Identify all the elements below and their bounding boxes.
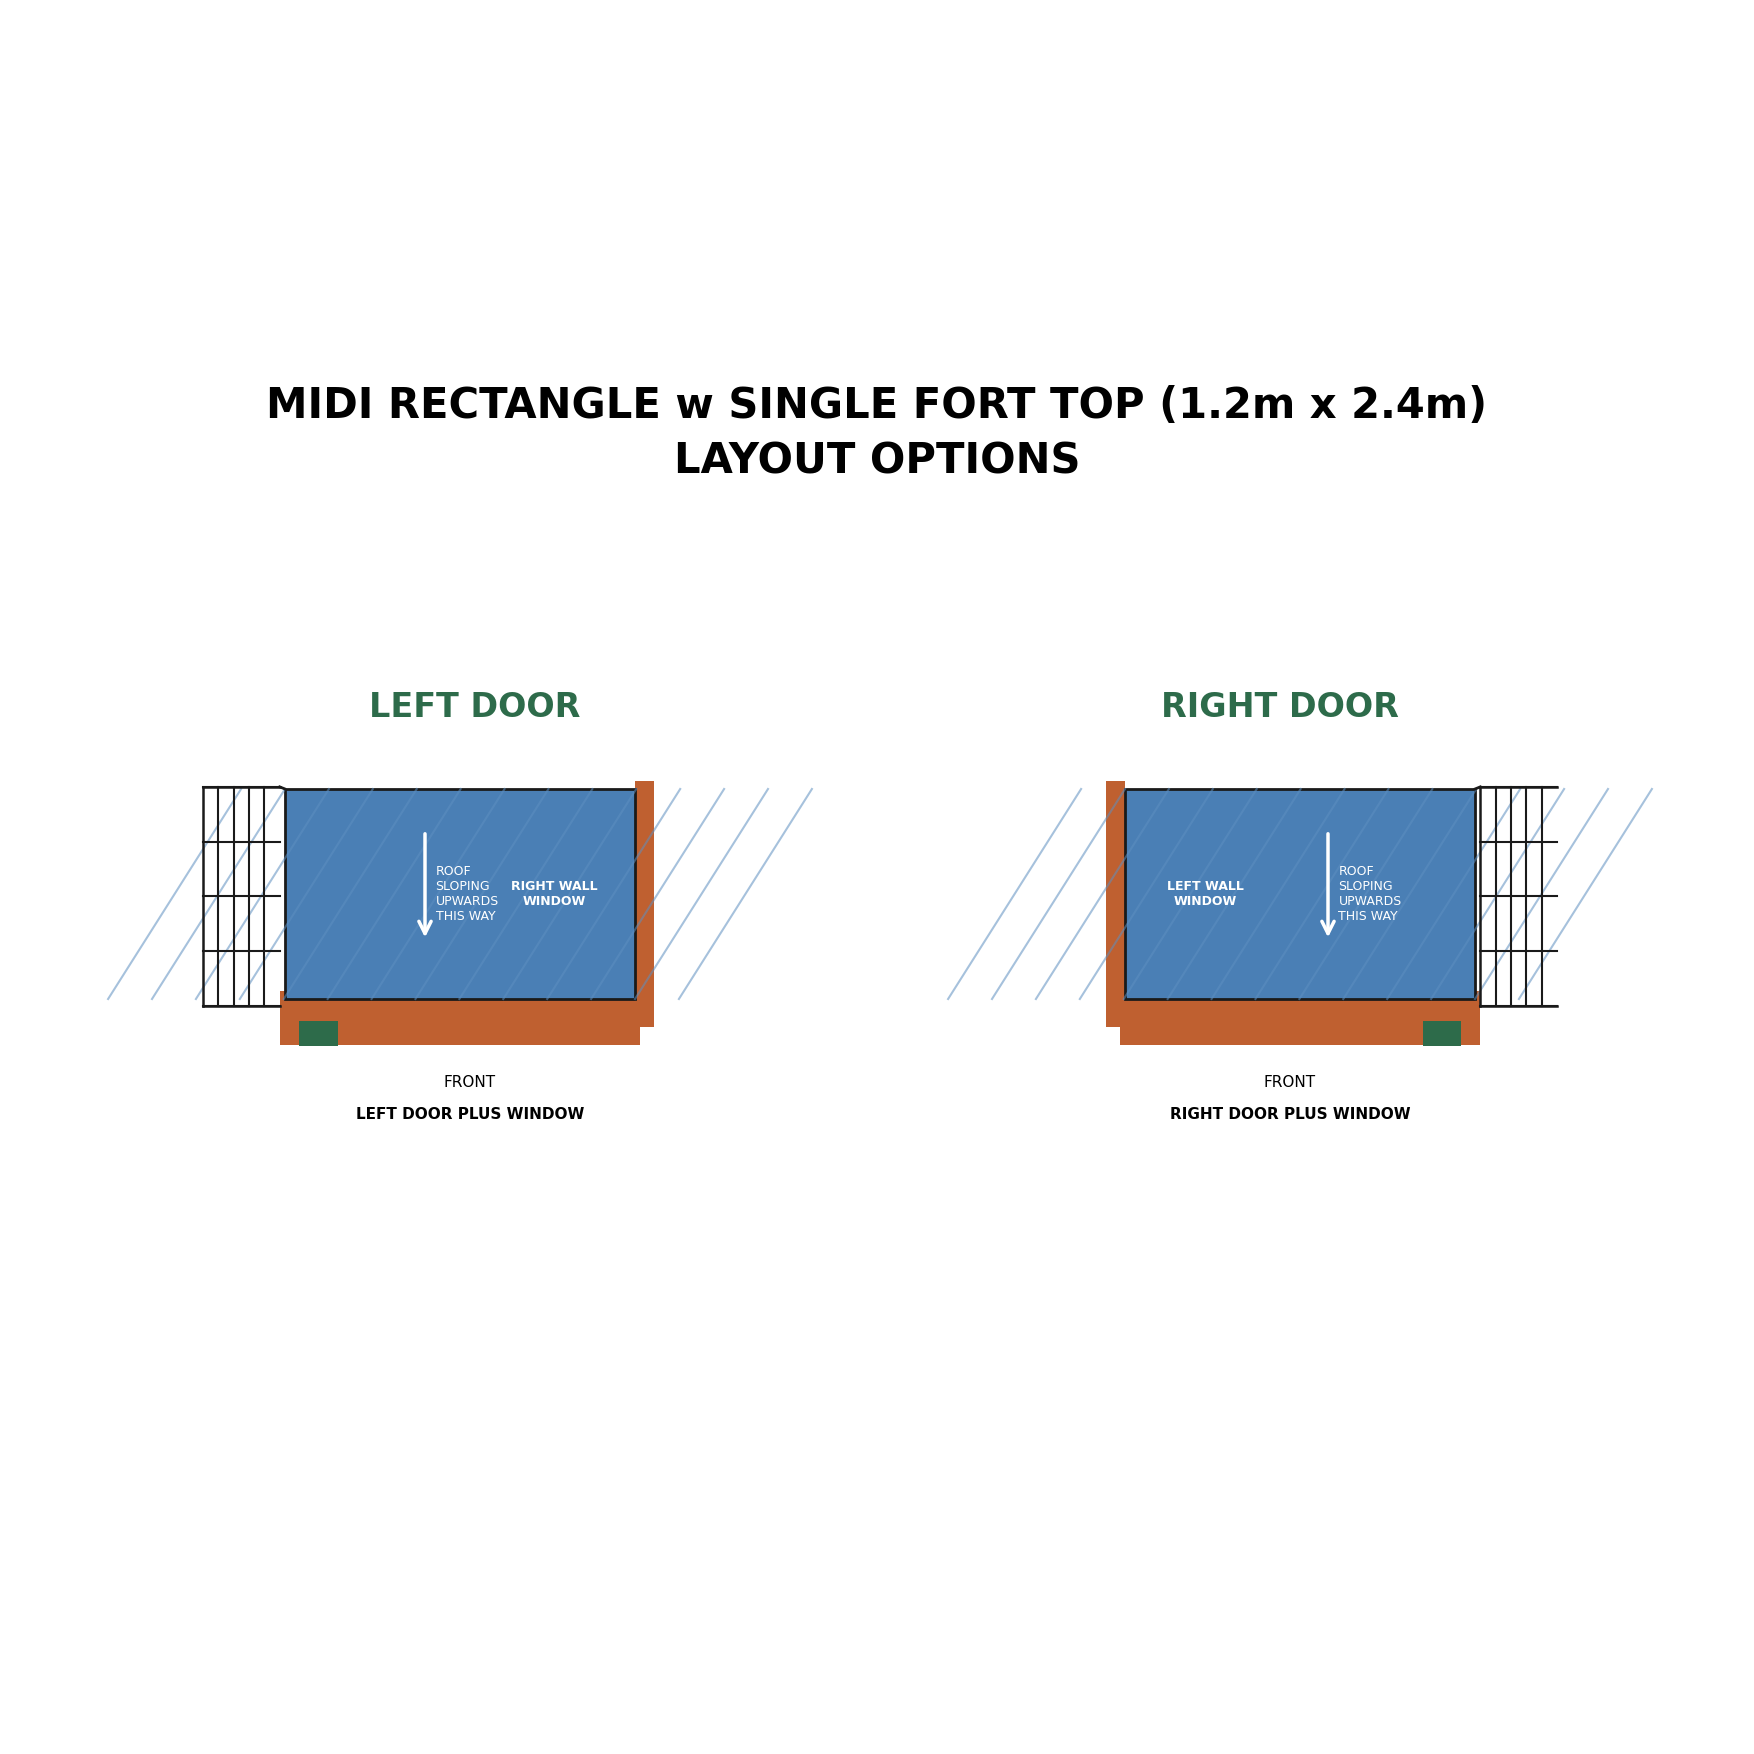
- Text: ROOF
SLOPING
UPWARDS
THIS WAY: ROOF SLOPING UPWARDS THIS WAY: [435, 865, 498, 923]
- Text: FRONT: FRONT: [444, 1075, 496, 1091]
- Bar: [1105, 781, 1124, 1026]
- Bar: [1422, 1021, 1461, 1047]
- Bar: [1124, 789, 1475, 1000]
- Text: FRONT: FRONT: [1265, 1075, 1316, 1091]
- Bar: [635, 781, 654, 1026]
- Text: LEFT DOOR PLUS WINDOW: LEFT DOOR PLUS WINDOW: [356, 1107, 584, 1123]
- Text: LEFT DOOR: LEFT DOOR: [370, 691, 581, 724]
- Bar: [284, 789, 635, 1000]
- Text: LEFT WALL
WINDOW: LEFT WALL WINDOW: [1166, 881, 1244, 909]
- Bar: [1119, 991, 1480, 1045]
- Text: RIGHT DOOR: RIGHT DOOR: [1161, 691, 1400, 724]
- Bar: [298, 1021, 337, 1047]
- Text: RIGHT DOOR PLUS WINDOW: RIGHT DOOR PLUS WINDOW: [1170, 1107, 1410, 1123]
- Text: ROOF
SLOPING
UPWARDS
THIS WAY: ROOF SLOPING UPWARDS THIS WAY: [1338, 865, 1401, 923]
- Text: MIDI RECTANGLE w SINGLE FORT TOP (1.2m x 2.4m)
LAYOUT OPTIONS: MIDI RECTANGLE w SINGLE FORT TOP (1.2m x…: [267, 386, 1487, 482]
- Bar: [284, 789, 635, 1000]
- Bar: [1124, 789, 1475, 1000]
- Bar: [279, 991, 640, 1045]
- Text: RIGHT WALL
WINDOW: RIGHT WALL WINDOW: [510, 881, 598, 909]
